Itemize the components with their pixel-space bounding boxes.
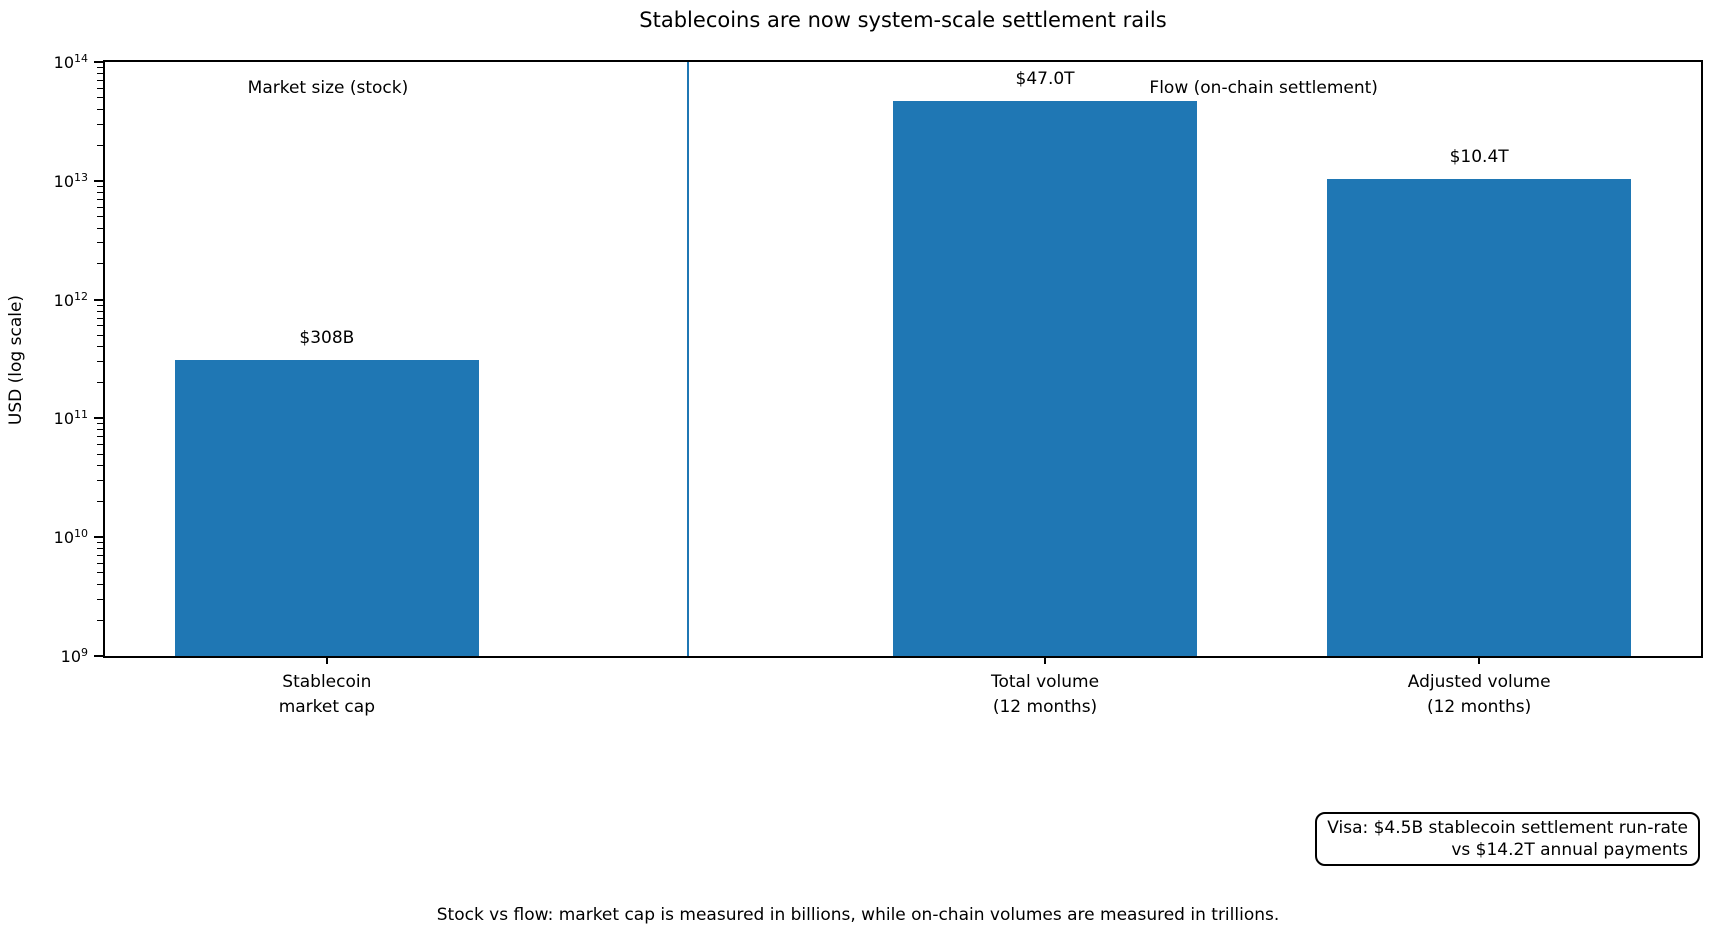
- y-minor-tick: [97, 73, 103, 74]
- y-minor-tick: [97, 500, 103, 502]
- y-minor-tick: [97, 185, 103, 187]
- bar-value-label: $10.4T: [1449, 146, 1509, 167]
- y-minor-tick: [97, 334, 103, 336]
- y-minor-tick: [97, 97, 103, 99]
- y-minor-tick: [97, 263, 103, 265]
- y-minor-tick: [97, 563, 103, 565]
- y-minor-tick: [97, 619, 103, 621]
- annotation-line: Visa: $4.5B stablecoin settlement run-ra…: [1327, 818, 1688, 838]
- y-minor-tick: [97, 572, 103, 574]
- y-minor-tick: [97, 108, 103, 110]
- x-tick-label: Adjusted volume (12 months): [1408, 670, 1551, 720]
- y-minor-tick: [97, 198, 103, 200]
- annotation-box: Visa: $4.5B stablecoin settlement run-ra…: [1315, 812, 1700, 866]
- y-tick-label: 1014: [53, 51, 88, 73]
- y-major-tick: [94, 655, 103, 657]
- y-minor-tick: [97, 382, 103, 384]
- y-minor-tick: [97, 191, 103, 193]
- y-minor-tick: [97, 444, 103, 446]
- y-minor-tick: [97, 548, 103, 550]
- plot-area: 109 1010 1011 1012 1013 1014 $308B Stablecoin ma…: [54, 53, 1703, 717]
- y-major-tick: [94, 179, 103, 182]
- x-tick-label-line: (12 months): [992, 697, 1098, 717]
- x-tick-label-line: market cap: [278, 697, 375, 717]
- y-minor-tick: [97, 216, 103, 218]
- y-minor-tick: [97, 429, 103, 431]
- y-tick-label: 1010: [53, 527, 88, 548]
- x-tick: [1044, 656, 1047, 664]
- y-minor-tick: [97, 583, 103, 585]
- y-major-tick: [94, 417, 103, 420]
- y-minor-tick: [97, 304, 103, 306]
- y-minor-tick: [97, 79, 103, 81]
- y-minor-tick: [97, 317, 103, 319]
- y-tick-label: 1013: [53, 170, 88, 191]
- x-tick-label: Total volume (12 months): [991, 670, 1099, 720]
- y-axis-label: USD (log scale): [6, 294, 26, 426]
- y-minor-tick: [97, 480, 103, 482]
- x-tick: [1478, 656, 1481, 664]
- x-tick-label-line: (12 months): [1426, 697, 1532, 717]
- y-minor-tick: [97, 423, 103, 425]
- section-label: Market size (stock): [247, 78, 409, 98]
- y-minor-tick: [97, 325, 103, 327]
- y-minor-tick: [97, 453, 103, 455]
- footnote: Stock vs flow: market cap is measured in…: [436, 905, 1280, 925]
- y-major-tick: [94, 536, 103, 539]
- bar: [1327, 178, 1632, 656]
- y-minor-tick: [97, 436, 103, 438]
- y-minor-tick: [97, 555, 103, 557]
- bar: [893, 100, 1198, 656]
- x-tick-label-line: Stablecoin: [282, 672, 372, 692]
- y-minor-tick: [97, 227, 103, 229]
- y-tick-label: 1011: [53, 408, 88, 429]
- bar: [174, 360, 479, 656]
- x-tick-label-line: Adjusted volume: [1407, 672, 1551, 692]
- y-minor-tick: [97, 361, 103, 363]
- y-minor-tick: [97, 465, 103, 467]
- y-minor-tick: [97, 123, 103, 125]
- y-major-tick: [94, 61, 103, 63]
- y-minor-tick: [97, 598, 103, 600]
- y-minor-tick: [97, 87, 103, 89]
- y-minor-tick: [97, 242, 103, 244]
- chart-title: Stablecoins are now system-scale settlem…: [639, 8, 1167, 32]
- y-minor-tick: [97, 144, 103, 146]
- y-tick-label: 109: [60, 645, 88, 667]
- y-minor-tick: [97, 206, 103, 208]
- section-divider-line: [686, 62, 689, 656]
- x-tick: [325, 656, 328, 664]
- bar-value-label: $47.0T: [1015, 68, 1075, 89]
- y-minor-tick: [97, 66, 103, 68]
- y-minor-tick: [97, 310, 103, 312]
- y-tick-label: 1012: [53, 289, 88, 310]
- y-minor-tick: [97, 542, 103, 544]
- y-major-tick: [94, 298, 103, 301]
- y-minor-tick: [97, 346, 103, 348]
- bar-value-label: $308B: [299, 328, 355, 349]
- x-tick-label: Stablecoin market cap: [279, 670, 375, 720]
- annotation-line: vs $14.2T annual payments: [1451, 840, 1688, 860]
- x-tick-label-line: Total volume: [990, 672, 1100, 692]
- section-label: Flow (on-chain settlement): [1149, 78, 1378, 98]
